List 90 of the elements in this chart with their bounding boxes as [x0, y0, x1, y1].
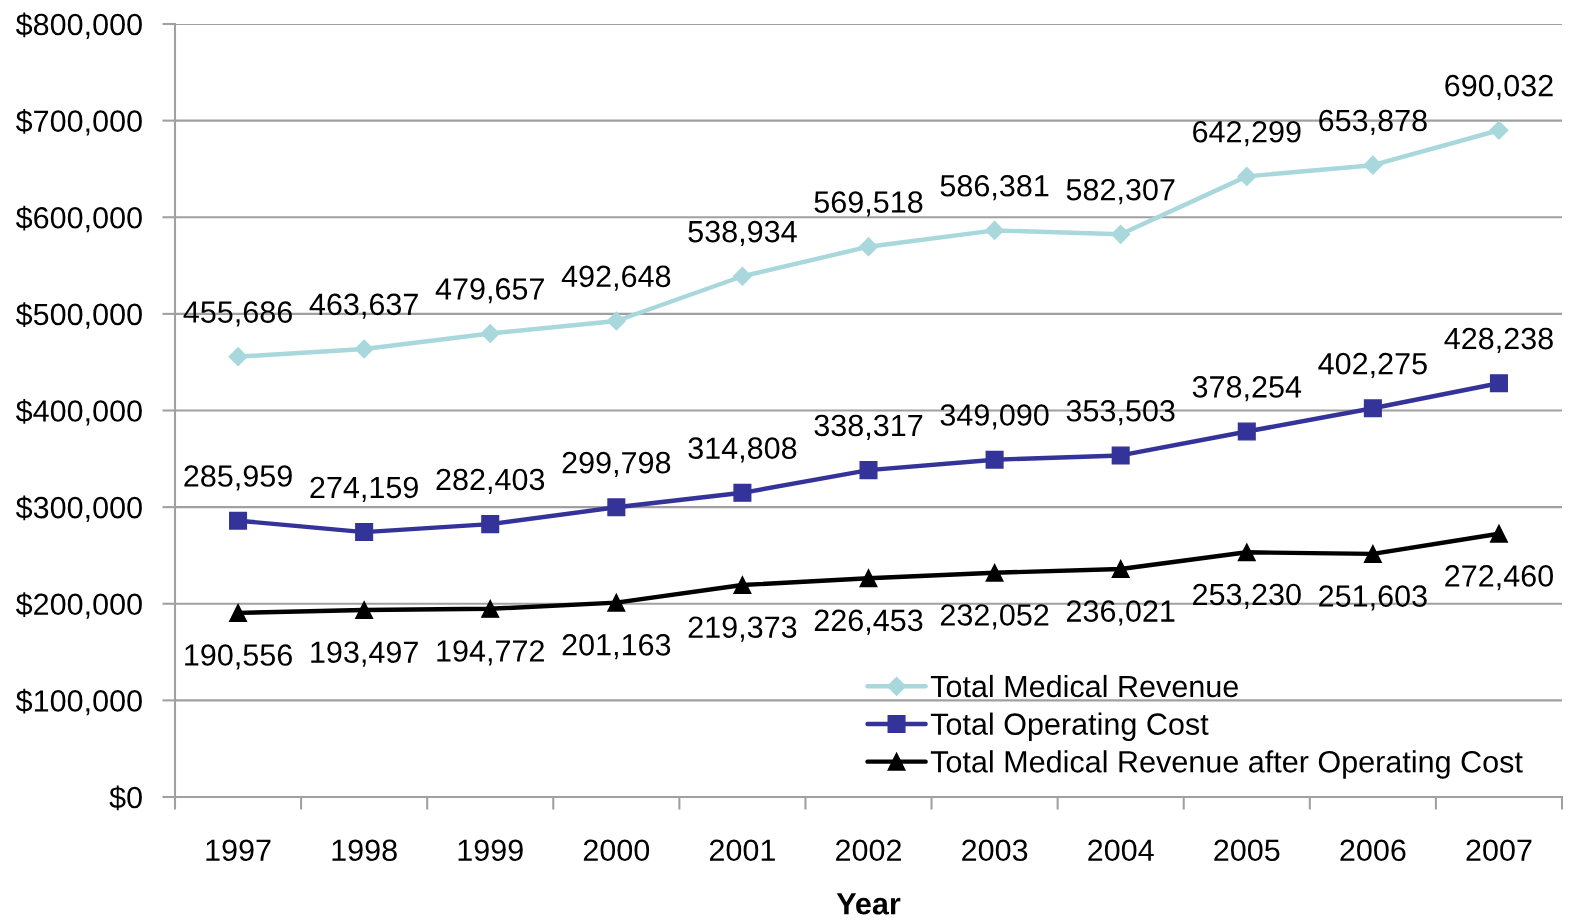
y-tick-label: $700,000	[15, 109, 142, 136]
y-tick-label: $600,000	[15, 205, 142, 233]
data-label: 538,934	[688, 220, 797, 247]
x-tick-label: 1997	[206, 839, 271, 862]
point	[354, 339, 374, 359]
data-label: 455,686	[183, 301, 292, 327]
x-tick-label: 2000	[583, 839, 650, 862]
data-label: 299,798	[562, 451, 671, 478]
x-tick-label: 1999	[458, 839, 523, 862]
data-label: 428,238	[1444, 327, 1553, 354]
point	[607, 498, 626, 517]
data-label: 582,307	[1066, 178, 1175, 205]
data-label: 272,460	[1445, 565, 1553, 591]
data-label: 193,497	[311, 641, 418, 667]
point	[355, 523, 374, 542]
data-label: 236,021	[1067, 600, 1175, 626]
data-label: 314,808	[688, 437, 797, 463]
data-label: 479,657	[435, 278, 544, 304]
data-label: 690,032	[1445, 74, 1553, 101]
y-tick-label: $200,000	[15, 592, 142, 619]
point	[859, 461, 878, 480]
data-label: 194,772	[437, 640, 544, 666]
x-tick-label: 2001	[709, 839, 775, 862]
y-tick-label: $100,000	[15, 688, 142, 716]
legend-label: Total Operating Cost	[930, 712, 1209, 742]
point	[733, 483, 752, 502]
y-tick-label: $300,000	[15, 495, 142, 523]
y-tick-label: $400,000	[15, 398, 142, 426]
y-tick-label: $500,000	[15, 302, 142, 329]
data-label: 282,403	[436, 468, 545, 494]
point	[858, 237, 879, 257]
point	[1237, 166, 1257, 186]
point	[1237, 422, 1256, 441]
x-axis-title: Year	[836, 893, 901, 915]
point	[1111, 224, 1131, 244]
point	[732, 266, 752, 286]
legend-label: Total Medical Revenue	[930, 674, 1238, 698]
data-label: 378,254	[1192, 376, 1302, 402]
data-label: 251,603	[1319, 585, 1427, 611]
y-tick-label: $800,000	[15, 12, 142, 39]
data-label: 338,317	[814, 414, 923, 440]
point	[228, 347, 248, 367]
data-label: 226,453	[814, 609, 923, 635]
point	[481, 599, 500, 618]
point	[985, 450, 1004, 469]
point	[985, 220, 1005, 240]
data-label: 219,373	[688, 616, 797, 642]
y-tick-label: $0	[109, 785, 142, 811]
data-label: 274,159	[310, 476, 418, 502]
x-tick-label: 2007	[1466, 839, 1532, 862]
data-label: 285,959	[184, 465, 292, 491]
point	[1111, 446, 1130, 465]
data-label: 349,090	[940, 404, 1049, 430]
x-tick-label: 2004	[1088, 839, 1154, 862]
point	[1363, 155, 1383, 175]
point	[229, 603, 248, 622]
data-label: 586,381	[940, 174, 1049, 201]
x-tick-label: 2005	[1214, 839, 1280, 862]
data-label: 569,518	[814, 191, 923, 217]
point	[1111, 559, 1130, 578]
x-tick-label: 2006	[1340, 839, 1406, 862]
point	[1489, 120, 1509, 140]
point	[859, 569, 878, 588]
point	[355, 601, 374, 620]
point	[733, 576, 752, 595]
data-label: 253,230	[1193, 583, 1301, 609]
point	[481, 515, 500, 534]
x-tick-label: 1998	[332, 839, 397, 862]
legend-label: Total Medical Revenue after Operating Cost	[930, 750, 1523, 779]
data-label: 353,503	[1066, 399, 1175, 426]
data-label: 402,275	[1318, 352, 1427, 379]
data-label: 653,878	[1319, 109, 1427, 135]
data-label: 190,556	[185, 644, 292, 670]
data-label: 201,163	[562, 633, 671, 660]
point	[229, 511, 248, 530]
x-tick-label: 2002	[836, 839, 901, 862]
point	[480, 323, 500, 344]
data-label: 642,299	[1193, 120, 1301, 147]
data-label: 463,637	[309, 293, 418, 319]
data-label: 492,648	[561, 265, 671, 291]
x-tick-label: 2003	[962, 839, 1028, 862]
data-label: 232,052	[940, 604, 1049, 630]
point	[607, 593, 626, 612]
point	[1363, 399, 1382, 418]
point	[606, 311, 626, 331]
point	[1237, 543, 1256, 562]
point	[1489, 374, 1508, 393]
point	[1489, 524, 1508, 543]
point	[985, 563, 1004, 582]
point	[1363, 544, 1382, 563]
